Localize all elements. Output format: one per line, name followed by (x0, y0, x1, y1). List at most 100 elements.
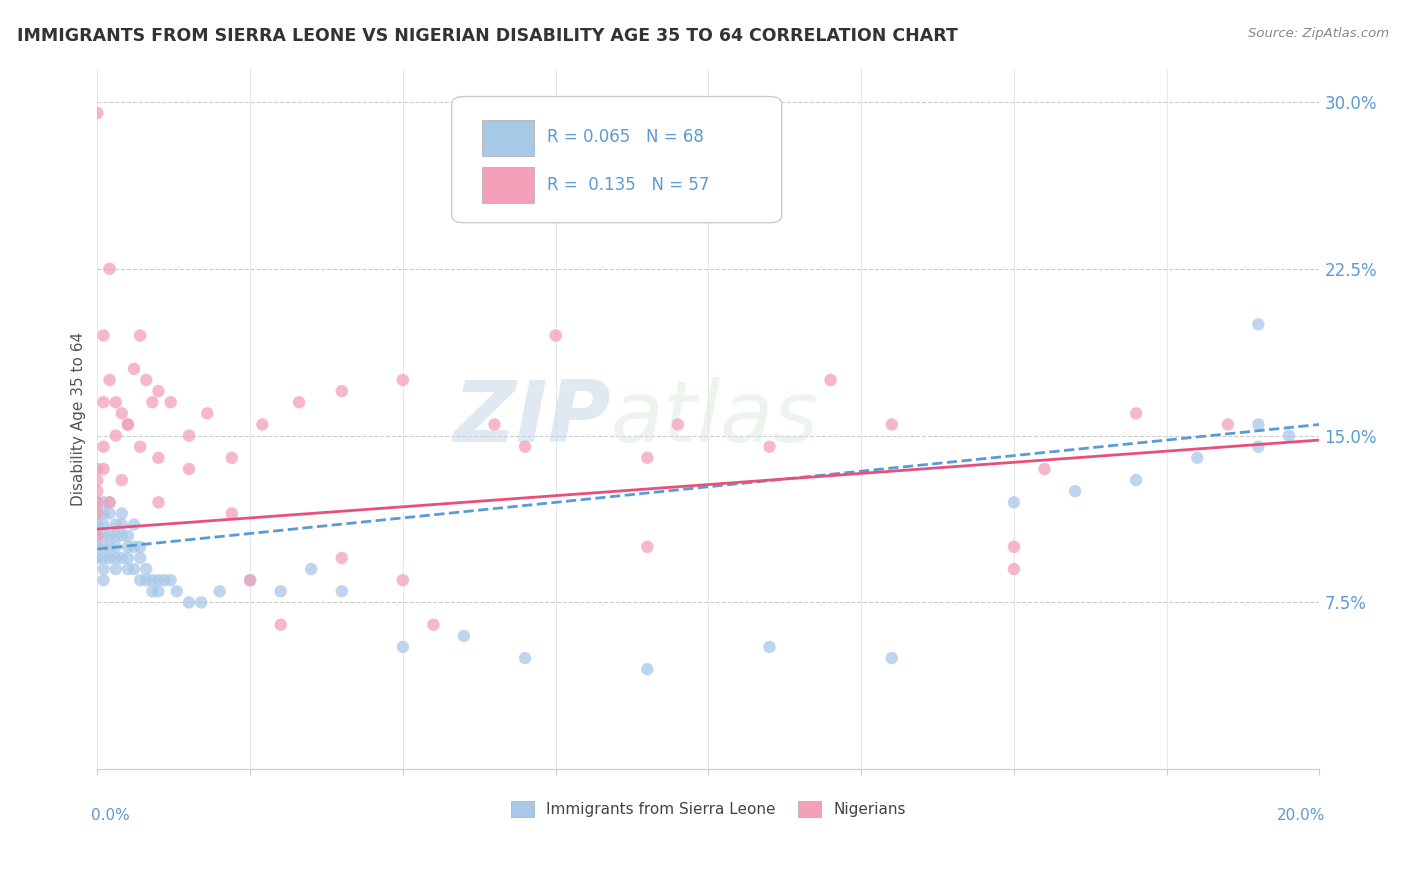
Point (122, 540, 145, 554)
Point (111, 473, 134, 487)
Point (111, 406, 134, 420)
Point (122, 362, 145, 376)
Point (330, 384, 353, 398)
Text: Source: ZipAtlas.com: Source: ZipAtlas.com (1249, 27, 1389, 40)
Point (1247, 440, 1270, 454)
Point (221, 507, 243, 521)
Point (141, 395, 163, 409)
Point (86, 473, 108, 487)
Point (98, 495, 121, 509)
Point (1125, 473, 1147, 487)
Point (98, 495, 121, 509)
Point (636, 540, 658, 554)
Point (93, 507, 115, 521)
Point (1033, 462, 1056, 476)
Point (159, 573, 181, 587)
Point (104, 428, 127, 442)
Point (93, 495, 115, 509)
Point (190, 595, 212, 609)
Text: IMMIGRANTS FROM SIERRA LEONE VS NIGERIAN DISABILITY AGE 35 TO 64 CORRELATION CHA: IMMIGRANTS FROM SIERRA LEONE VS NIGERIAN… (17, 27, 957, 45)
Point (153, 573, 176, 587)
Point (86, 517, 108, 532)
Point (1216, 417, 1239, 432)
Point (122, 517, 145, 532)
Point (1002, 540, 1025, 554)
Point (98, 261, 121, 276)
Text: 0.0%: 0.0% (91, 808, 129, 822)
Point (392, 640, 415, 654)
Point (636, 662, 658, 676)
Bar (482, 120, 534, 156)
Point (93, 573, 115, 587)
Point (1278, 428, 1301, 442)
Point (104, 517, 127, 532)
Point (93, 328, 115, 343)
Point (117, 417, 139, 432)
Point (86, 462, 108, 476)
Point (758, 440, 780, 454)
Point (111, 517, 134, 532)
Point (221, 450, 243, 465)
Point (141, 584, 163, 599)
Point (104, 540, 127, 554)
Point (880, 651, 903, 665)
Point (148, 495, 170, 509)
Point (1247, 417, 1270, 432)
Point (86, 495, 108, 509)
Point (104, 529, 127, 543)
Point (135, 562, 157, 576)
Point (177, 595, 200, 609)
Point (177, 428, 200, 442)
Point (98, 373, 121, 387)
Point (177, 462, 200, 476)
Point (239, 573, 262, 587)
Y-axis label: Disability Age 35 to 64: Disability Age 35 to 64 (72, 332, 86, 506)
Point (166, 584, 188, 599)
Point (117, 551, 139, 566)
Point (299, 562, 322, 576)
Point (111, 551, 134, 566)
Text: atlas: atlas (610, 377, 818, 460)
Point (98, 507, 121, 521)
Point (484, 417, 506, 432)
Point (93, 440, 115, 454)
Point (288, 395, 311, 409)
Text: R = 0.065   N = 68: R = 0.065 N = 68 (547, 128, 704, 146)
Point (129, 440, 152, 454)
Text: R =  0.135   N = 57: R = 0.135 N = 57 (547, 176, 710, 194)
Text: 20.0%: 20.0% (1277, 808, 1326, 822)
Point (239, 573, 262, 587)
Point (135, 573, 157, 587)
Point (129, 551, 152, 566)
Point (86, 551, 108, 566)
Point (330, 584, 353, 599)
Point (104, 395, 127, 409)
Point (1002, 562, 1025, 576)
Point (98, 551, 121, 566)
Point (666, 417, 689, 432)
Point (453, 629, 475, 643)
Point (148, 584, 170, 599)
Point (195, 406, 218, 420)
Point (86, 507, 108, 521)
Point (86, 484, 108, 499)
Point (117, 529, 139, 543)
Point (86, 106, 108, 120)
Point (104, 551, 127, 566)
Point (422, 617, 444, 632)
Point (93, 562, 115, 576)
Bar (482, 167, 534, 203)
Point (86, 507, 108, 521)
Text: ZIP: ZIP (453, 377, 610, 460)
Point (148, 384, 170, 398)
Point (122, 562, 145, 576)
Point (129, 328, 152, 343)
Point (117, 540, 139, 554)
Point (117, 562, 139, 576)
Point (1187, 450, 1209, 465)
Point (159, 395, 181, 409)
Point (111, 507, 134, 521)
Point (544, 328, 567, 343)
Point (1247, 318, 1270, 332)
Point (98, 540, 121, 554)
